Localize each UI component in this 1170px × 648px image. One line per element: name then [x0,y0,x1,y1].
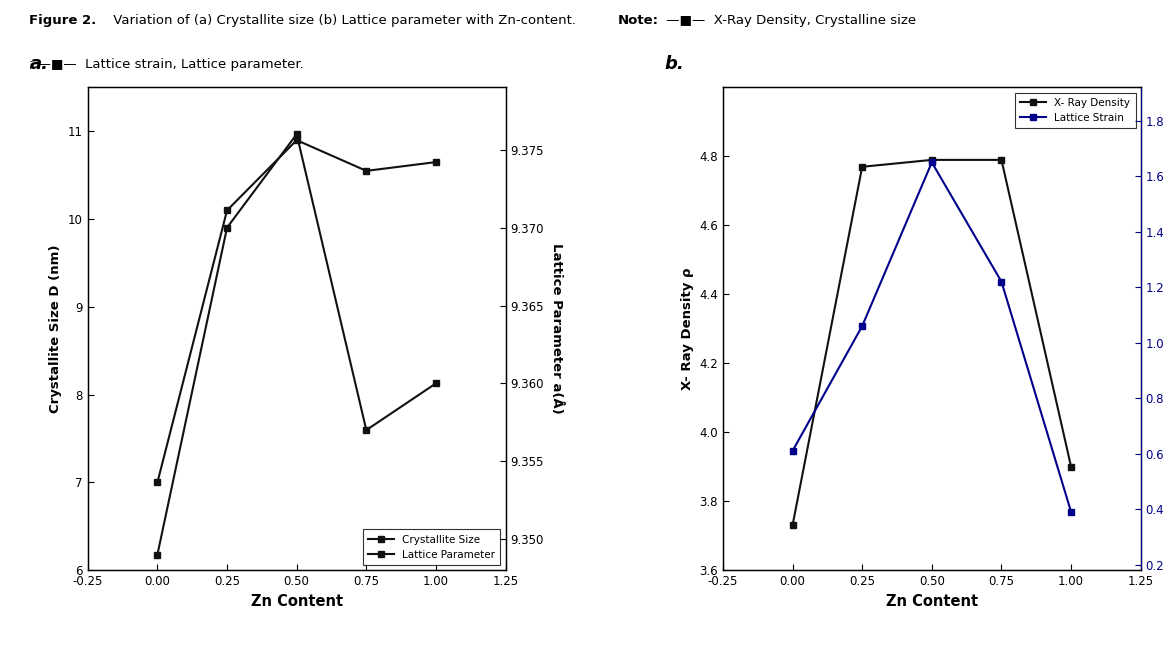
Text: —■—  X-Ray Density, Crystalline size: —■— X-Ray Density, Crystalline size [662,14,916,27]
Text: Variation of (a) Crystallite size (b) Lattice parameter with Zn-content.: Variation of (a) Crystallite size (b) La… [109,14,580,27]
Y-axis label: Lattice Parameter a(Å): Lattice Parameter a(Å) [550,244,564,414]
Text: a.: a. [29,55,48,73]
Text: Figure 2.: Figure 2. [29,14,96,27]
Text: Note:: Note: [618,14,659,27]
Y-axis label: X- Ray Density ρ: X- Ray Density ρ [681,268,694,390]
Y-axis label: Crystallite Size D (nm): Crystallite Size D (nm) [49,244,62,413]
Legend: X- Ray Density, Lattice Strain: X- Ray Density, Lattice Strain [1014,93,1136,128]
Text: ; —■—  Lattice strain, Lattice parameter.: ; —■— Lattice strain, Lattice parameter. [29,58,304,71]
X-axis label: Zn Content: Zn Content [886,594,978,608]
Legend: Crystallite Size, Lattice Parameter: Crystallite Size, Lattice Parameter [363,529,501,565]
X-axis label: Zn Content: Zn Content [250,594,343,608]
Text: b.: b. [665,55,684,73]
